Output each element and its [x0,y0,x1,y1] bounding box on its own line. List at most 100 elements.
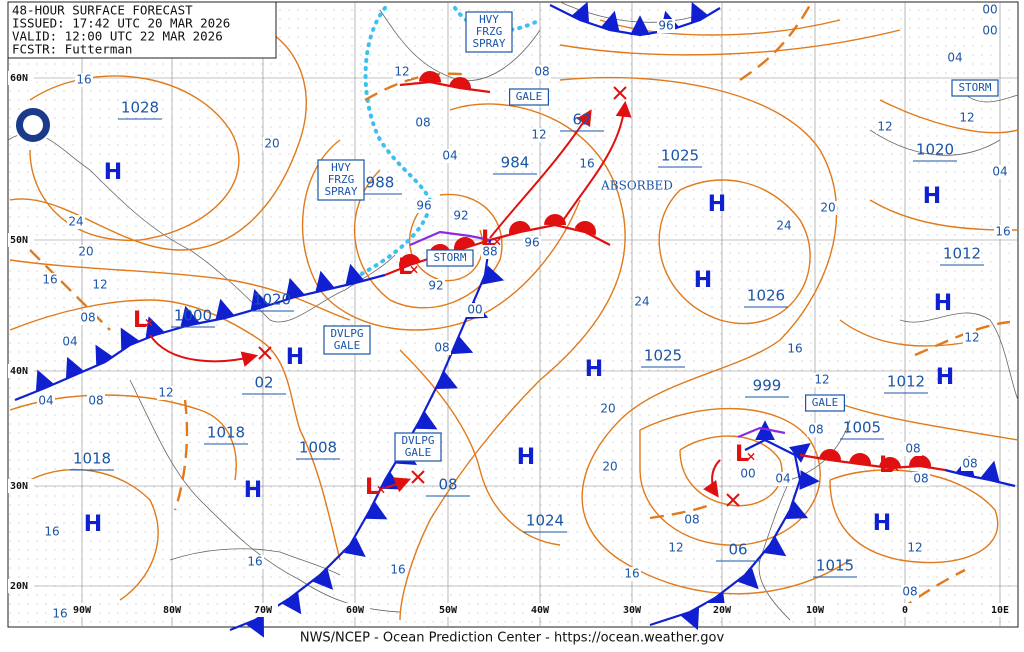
central-pressure: 1020 [916,141,954,159]
isobar-label-bg [667,541,685,555]
isobar-label: 12 [531,128,546,142]
isobar-label: 16 [247,555,262,569]
isobar-label-bg [67,215,85,229]
high-center: H [934,291,952,316]
isobar-label-bg [79,311,97,325]
low-x: × [746,450,756,464]
isobar-label-bg [683,513,701,527]
isobar-label-bg [75,73,93,87]
high-center: H [708,192,726,217]
isobar-label: 08 [808,423,823,437]
isobar-label-bg [578,157,596,171]
longitude-label: 60W [346,605,365,616]
isobar-label: 08 [905,442,920,456]
lon-label-bg [890,603,920,617]
latitude-label: 30N [10,481,28,492]
isobar-label-bg [623,567,641,581]
warning-text: DVLPG [401,434,434,447]
high-center: H [84,512,102,537]
isobar-label: 04 [947,51,962,65]
central-pressure: 1000 [174,307,212,325]
longitude-label: 50W [439,605,458,616]
central-pressure: 08 [438,476,457,494]
high-center: H [694,268,712,293]
isobar-label: 08 [684,513,699,527]
central-pressure: 1025 [644,347,682,365]
isobar-label-bg [786,342,804,356]
warning-box [317,159,365,201]
longitude-label: 80W [163,605,182,616]
forecast-position [411,470,425,484]
header-line: 48-HOUR SURFACE FORECAST [12,3,193,18]
lon-label-bg [617,603,647,617]
isobar-label: 12 [964,331,979,345]
central-pressure: 1015 [816,557,854,575]
isobar-label: 12 [907,541,922,555]
isobar-label: 24 [68,215,83,229]
warning-text: FRZG [476,25,503,38]
longitude-label: 0 [902,605,908,616]
isobar-label-bg [427,279,445,293]
central-pressure: 1005 [843,419,881,437]
central-pressure: 1012 [943,245,981,263]
high-center: H [873,511,891,536]
isobar-label: 20 [602,460,617,474]
latitude-label: 50N [10,235,28,246]
lon-label-bg [340,603,370,617]
isobar-label: 08 [534,65,549,79]
warning-text: HVY [331,161,351,174]
warning-text: FRZG [328,173,355,186]
forecast-position [613,86,627,100]
isobar-label-bg [819,201,837,215]
central-pressure: 1026 [747,287,785,305]
central-pressure: 1020 [253,291,291,309]
isobar-label: 12 [394,65,409,79]
lon-label-bg [525,603,555,617]
warning-text: GALE [812,396,839,409]
low-center: L [133,308,147,333]
warning-box [804,394,845,412]
isobar-label-bg [533,65,551,79]
isobar-label: 08 [88,394,103,408]
central-pressure: 988 [366,174,395,192]
latitude-label: 60N [10,73,28,84]
isobar-label: 12 [92,278,107,292]
header-line: FCSTR: Futterman [12,42,132,57]
warning-text: STORM [958,81,991,94]
lat-label-bg [8,479,34,493]
isobar-label-bg [481,245,499,259]
longitude-label: 30W [623,605,642,616]
warning-box [426,249,474,267]
isobar-label: 00 [982,24,997,38]
annotation: ABSORBED [600,179,673,193]
central-pressure: 1024 [526,512,564,530]
isobar-label: 08 [80,311,95,325]
isobar-label: 20 [78,245,93,259]
header-line: VALID: 12:00 UTC 22 MAR 2026 [12,29,223,44]
isobar-label-bg [466,303,484,317]
warning-text: STORM [433,251,466,264]
isobar-label: 16 [42,273,57,287]
isobar-label: 08 [434,341,449,355]
isobar-label-bg [43,525,61,539]
isobar-label-bg [813,373,831,387]
central-pressure: 999 [753,377,782,395]
warning-text: HVY [479,13,499,26]
header-bg [7,1,277,59]
high-center: H [286,345,304,370]
isobar-label-bg [77,245,95,259]
isobar-label: 12 [877,120,892,134]
latitude-label: 40N [10,366,28,377]
central-pressure: 1018 [207,424,245,442]
isobar-label: 16 [579,157,594,171]
isobar-label: 04 [992,165,1007,179]
isobar-label: 16 [624,567,639,581]
warning-text: GALE [334,339,361,352]
isobar-label-bg [393,65,411,79]
isobar-label-bg [414,116,432,130]
lon-label-bg [433,603,463,617]
isobar-label-bg [946,51,964,65]
isobar-label: 96 [658,19,673,33]
isobar-label: 20 [600,402,615,416]
